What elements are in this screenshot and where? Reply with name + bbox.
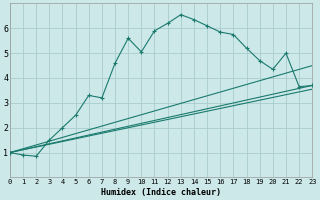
X-axis label: Humidex (Indice chaleur): Humidex (Indice chaleur) bbox=[101, 188, 221, 197]
